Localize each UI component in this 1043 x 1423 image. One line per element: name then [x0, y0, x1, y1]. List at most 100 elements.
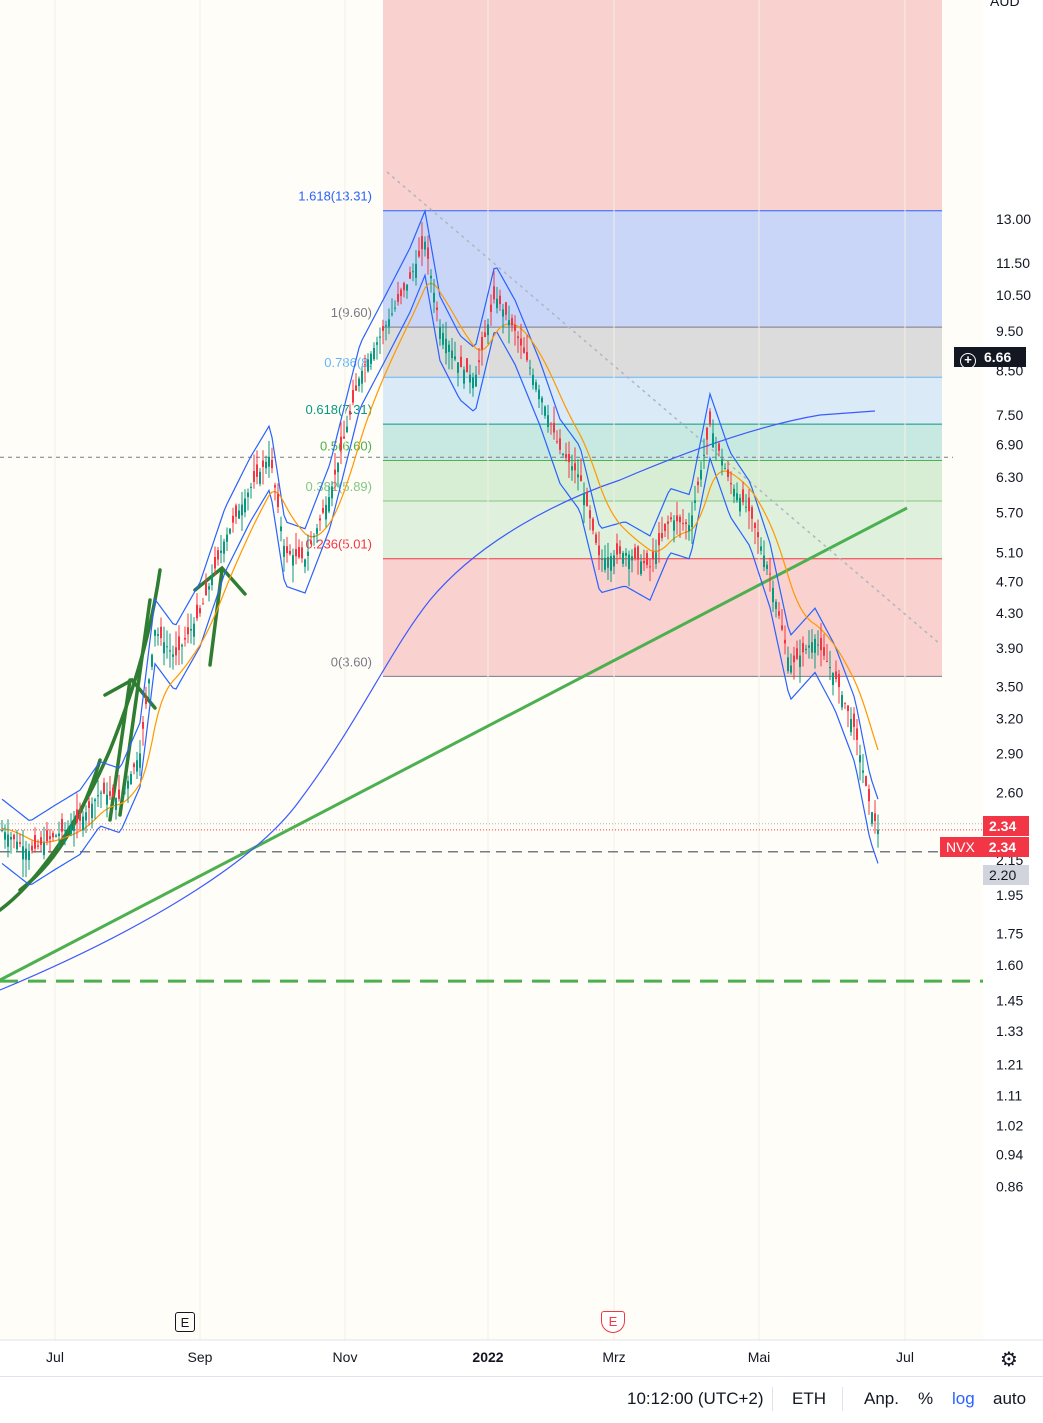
candle-body	[268, 456, 270, 467]
candle-body	[358, 378, 360, 386]
candle-body	[736, 493, 738, 501]
candle-body	[319, 518, 321, 521]
candle-body	[496, 298, 498, 309]
log-toggle[interactable]: log	[952, 1389, 975, 1408]
price-tick-label: 0.86	[996, 1178, 1023, 1194]
candle-body	[343, 436, 345, 439]
candle-body	[484, 332, 486, 338]
earnings-flag-icon[interactable]: E	[175, 1312, 195, 1332]
price-tick-label: 5.10	[996, 544, 1023, 560]
candle-body	[322, 508, 324, 513]
candle-body	[673, 520, 675, 531]
candle-body	[538, 389, 540, 400]
candle-body	[118, 789, 120, 799]
candle-body	[844, 702, 846, 704]
candle-body	[277, 494, 279, 507]
candle-body	[793, 655, 795, 663]
auto-toggle[interactable]: auto	[993, 1389, 1027, 1408]
adjust-toggle[interactable]: Anp.	[864, 1389, 899, 1408]
candle-body	[163, 642, 165, 654]
candle-body	[628, 554, 630, 570]
candle-body	[283, 545, 285, 557]
candle-body	[385, 325, 387, 327]
candle-body	[187, 627, 189, 635]
candle-body	[481, 337, 483, 350]
candle-body	[670, 517, 672, 520]
candle-body	[346, 426, 348, 433]
candle-body	[367, 359, 369, 372]
earnings-flag-icon[interactable]: E	[601, 1311, 625, 1333]
price-axis[interactable]: 13.0011.5010.509.508.507.506.906.305.705…	[983, 0, 1043, 1340]
price-tick-label: 10.50	[996, 287, 1031, 303]
candle-body	[715, 442, 717, 444]
candle-body	[115, 797, 117, 810]
candle-body	[394, 307, 396, 309]
candle-body	[178, 636, 180, 651]
candle-body	[559, 438, 561, 450]
candle-body	[820, 637, 822, 651]
candle-body	[154, 630, 156, 636]
gear-icon[interactable]: ⚙	[1000, 1349, 1018, 1371]
candle-body	[214, 557, 216, 569]
candle-body	[52, 832, 54, 838]
price-tick-label: 3.50	[996, 678, 1023, 694]
candle-body	[685, 522, 687, 525]
candle-body	[703, 454, 705, 456]
candle-body	[595, 534, 597, 543]
candle-body	[220, 550, 222, 553]
candle-body	[490, 304, 492, 312]
candle-body	[775, 601, 777, 609]
candle-body	[598, 545, 600, 556]
candle-body	[472, 377, 474, 389]
candle-body	[763, 555, 765, 568]
candle-body	[280, 526, 282, 532]
candle-body	[46, 830, 48, 842]
price-chart[interactable]: 1.618(13.31) 1(9.60) 0.786(8. 0.618(7.31) 0.…	[0, 0, 1043, 1376]
price-tick-label: 9.50	[996, 323, 1023, 339]
candle-body	[145, 697, 147, 705]
time-display[interactable]: 10:12:00 (UTC+2)	[627, 1389, 764, 1408]
fib-zone	[383, 424, 942, 461]
candle-body	[256, 464, 258, 477]
candle-body	[466, 358, 468, 373]
candle-body	[856, 728, 858, 740]
candle-body	[619, 546, 621, 554]
plus-circle-icon[interactable]: +	[960, 353, 976, 369]
candle-body	[676, 515, 678, 522]
candle-body	[829, 667, 831, 669]
candle-body	[718, 443, 720, 451]
candle-body	[1, 829, 3, 831]
fib-zone	[383, 210, 942, 328]
percent-toggle[interactable]: %	[918, 1389, 934, 1408]
candle-body	[235, 505, 237, 517]
candle-body	[313, 536, 315, 538]
time-tick-label: Jul	[896, 1349, 914, 1365]
fib-level-label: 1(9.60)	[331, 305, 372, 320]
candle-body	[682, 523, 684, 525]
time-axis[interactable]: Jul Sep Nov 2022 Mrz Mai Jul	[0, 1339, 1043, 1365]
candle-body	[328, 497, 330, 512]
candlestick-series	[1, 222, 879, 878]
candle-body	[190, 628, 192, 631]
price-tick-label: 1.02	[996, 1118, 1023, 1134]
candle-body	[691, 515, 693, 527]
candle-body	[421, 236, 423, 250]
fib-level-label: 0.236(5.01)	[306, 537, 373, 552]
candle-body	[592, 518, 594, 531]
candle-body	[370, 353, 372, 365]
price-tick-label: 1.45	[996, 992, 1023, 1008]
candle-body	[418, 250, 420, 257]
price-tick-label: 1.60	[996, 957, 1023, 973]
candle-body	[355, 385, 357, 391]
crosshair-price-tag: +6.66	[954, 347, 1026, 369]
candle-body	[766, 564, 768, 570]
candle-body	[73, 824, 75, 832]
session-toggle[interactable]: ETH	[792, 1389, 826, 1408]
candle-body	[223, 541, 225, 554]
candle-body	[133, 763, 135, 768]
candle-body	[292, 555, 294, 566]
candle-body	[520, 338, 522, 346]
candle-body	[523, 347, 525, 353]
candle-body	[781, 625, 783, 630]
candle-body	[265, 461, 267, 469]
